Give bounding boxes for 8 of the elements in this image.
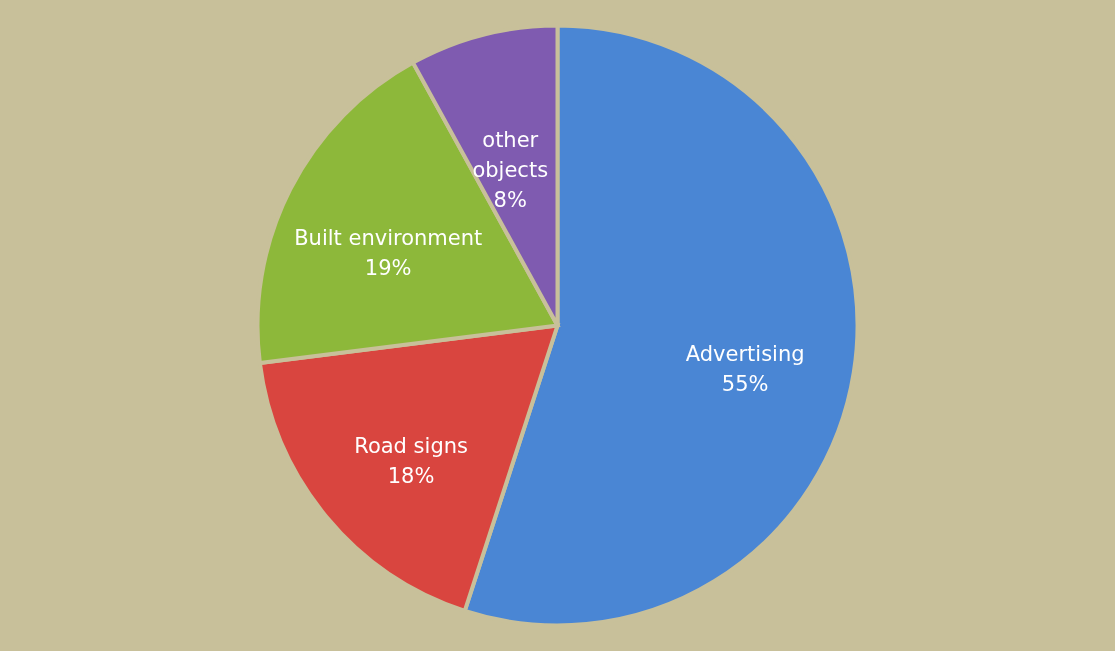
data-label: 18% — [387, 463, 435, 488]
data-label: 19% — [364, 256, 412, 281]
slice-label: other objects — [472, 128, 549, 183]
slice-label: Road signs — [354, 433, 468, 458]
data-label: 55% — [721, 372, 769, 397]
slice-label: Built environment — [294, 226, 483, 251]
data-label: 8% — [493, 188, 527, 213]
slice-label: Advertising — [685, 342, 805, 367]
